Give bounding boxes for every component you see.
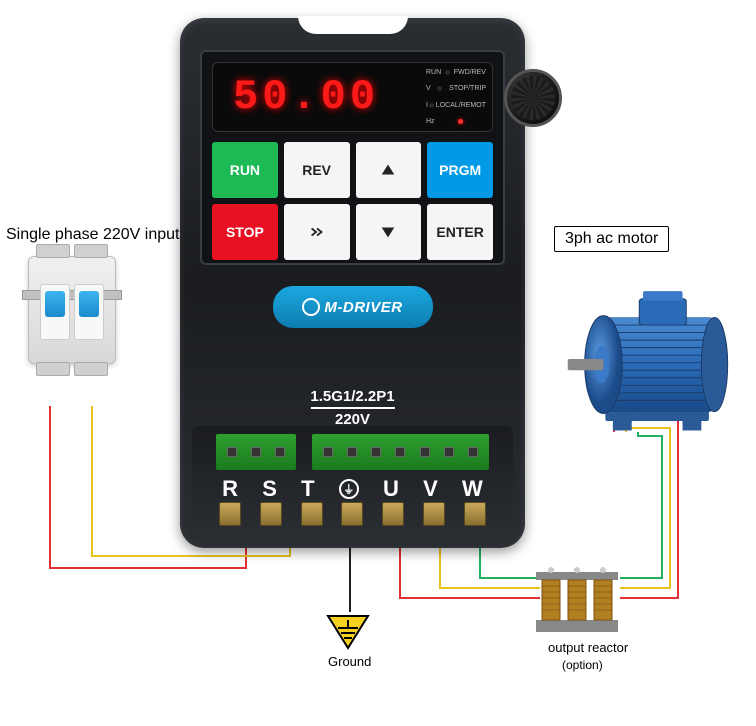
terminal-s: S — [262, 476, 277, 502]
breaker-pole-2[interactable] — [74, 284, 104, 340]
down-button[interactable] — [356, 204, 422, 260]
ground-symbol-icon — [326, 612, 370, 655]
ground-label: Ground — [328, 654, 371, 669]
terminal-r: R — [222, 476, 238, 502]
terminal-t: T — [301, 476, 314, 502]
ac-motor — [548, 278, 738, 438]
prgm-button[interactable]: PRGM — [427, 142, 493, 198]
vfd-control-panel: 50.00 RUNFWD/REV VSTOP/TRIP ILOCAL/REMOT… — [200, 50, 505, 265]
terminal-block: R S T ⏚ U V W — [192, 426, 513, 536]
seven-segment-display: 50.00 RUNFWD/REV VSTOP/TRIP ILOCAL/REMOT… — [212, 62, 493, 132]
breaker-pole-1[interactable] — [40, 284, 70, 340]
reactor-label: output reactor — [548, 640, 628, 655]
motor-label: 3ph ac motor — [554, 226, 669, 252]
terminal-v: V — [423, 476, 438, 502]
shift-button[interactable] — [284, 204, 350, 260]
run-button[interactable]: RUN — [212, 142, 278, 198]
brand-badge: M-DRIVER — [273, 286, 433, 328]
terminal-w: W — [462, 476, 483, 502]
rev-button[interactable]: REV — [284, 142, 350, 198]
input-label: Single phase 220V input — [6, 226, 179, 244]
enter-button[interactable]: ENTER — [427, 204, 493, 260]
up-button[interactable] — [356, 142, 422, 198]
terminal-ground: ⏚ — [339, 479, 359, 499]
vfd-drive: 50.00 RUNFWD/REV VSTOP/TRIP ILOCAL/REMOT… — [180, 18, 525, 548]
frequency-knob[interactable] — [504, 69, 562, 127]
terminal-u: U — [383, 476, 399, 502]
stop-button[interactable]: STOP — [212, 204, 278, 260]
output-reactor — [532, 564, 622, 636]
display-indicators: RUNFWD/REV VSTOP/TRIP ILOCAL/REMOT Hz — [426, 69, 486, 125]
reactor-note: (option) — [562, 658, 603, 672]
model-plate: 1.5G1/2.2P1 220V — [310, 388, 394, 428]
display-value: 50.00 — [233, 73, 379, 121]
circuit-breaker — [28, 256, 116, 406]
